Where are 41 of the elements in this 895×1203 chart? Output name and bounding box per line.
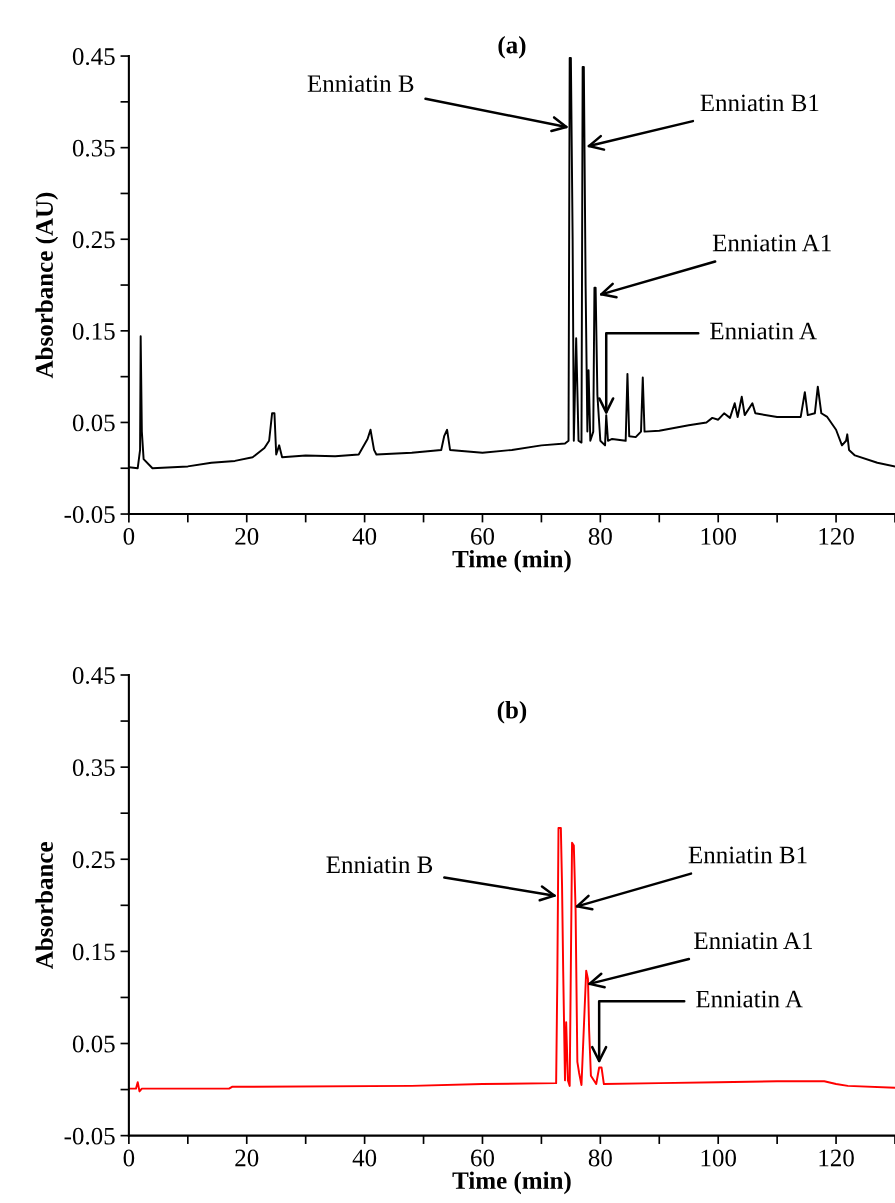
annotation: Enniatin A	[696, 990, 803, 1008]
annotation: Enniatin B	[307, 75, 414, 93]
annotation: Enniatin A1	[694, 932, 813, 950]
x-tick-label: 100	[701, 527, 736, 545]
x-tick-label: 100	[701, 1149, 736, 1167]
y-tick-label: 0.25	[72, 231, 115, 249]
y-tick-label: 0.05	[72, 1035, 115, 1053]
annotation: Enniatin B1	[700, 94, 819, 112]
chart-title: (a)	[498, 35, 526, 59]
y-tick-label: -0.05	[64, 506, 115, 524]
y-axis-title: Absorbance (AU)	[35, 192, 59, 379]
x-axis-title: Time (min)	[452, 1171, 571, 1195]
text: (b)	[497, 700, 527, 724]
annotation: Enniatin B1	[688, 846, 807, 864]
annotation: Enniatin A	[710, 322, 817, 340]
x-tick-label: 40	[352, 1149, 377, 1167]
x-tick-label: 20	[235, 527, 259, 545]
x-tick-label: 0	[123, 1149, 135, 1167]
y-tick-label: 0.25	[72, 851, 115, 869]
y-tick-label: 0.15	[72, 943, 115, 961]
annotation: Enniatin A1	[712, 234, 831, 252]
x-axis-title: Time (min)	[452, 549, 571, 573]
x-tick-label: 80	[588, 1149, 612, 1167]
y-tick-label: 0.35	[72, 139, 115, 157]
y-tick-label: 0.45	[72, 667, 115, 685]
x-tick-label: 60	[471, 1149, 495, 1167]
x-tick-label: 120	[819, 527, 854, 545]
y-axis-title: Absorbance	[35, 842, 53, 969]
annotation: Enniatin B	[326, 856, 433, 874]
x-tick-label: 120	[819, 1149, 854, 1167]
y-tick-label: 0.15	[72, 322, 115, 340]
y-tick-label: 0.45	[72, 48, 115, 66]
y-tick-label: 0.35	[72, 759, 115, 777]
line-series	[128, 826, 895, 1093]
x-tick-label: 60	[471, 527, 495, 545]
x-tick-label: 80	[588, 527, 612, 545]
y-tick-label: 0.05	[72, 414, 115, 432]
x-tick-label: 20	[235, 1149, 259, 1167]
x-tick-label: 0	[123, 527, 135, 545]
y-tick-label: -0.05	[64, 1127, 115, 1145]
x-tick-label: 40	[352, 527, 377, 545]
